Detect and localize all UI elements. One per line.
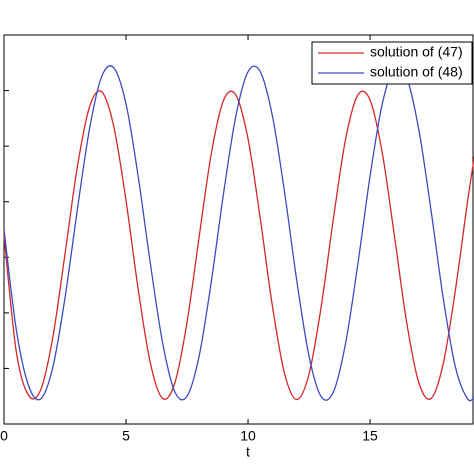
- series-line: [3, 65, 474, 402]
- x-tick-label: 10: [240, 428, 256, 444]
- legend-box: [311, 41, 473, 85]
- legend-label: solution of (48): [370, 64, 463, 80]
- x-tick-label: 0: [0, 428, 8, 444]
- x-axis-label: t: [246, 444, 250, 460]
- series-line: [3, 90, 474, 401]
- x-tick-label: 15: [362, 428, 378, 444]
- x-tick-label: 5: [122, 428, 130, 444]
- legend-label: solution of (47): [370, 44, 463, 60]
